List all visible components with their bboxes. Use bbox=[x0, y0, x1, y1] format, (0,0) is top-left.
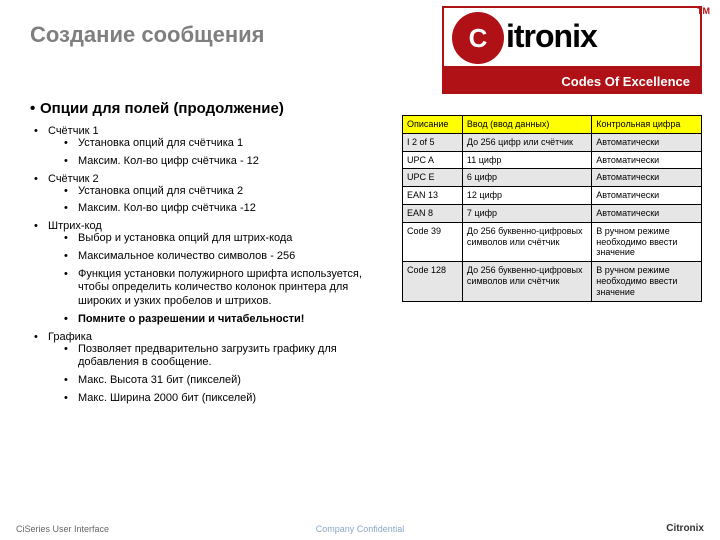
table-cell: UPC E bbox=[403, 169, 463, 187]
list-item: Графика Позволяет предварительно загрузи… bbox=[30, 331, 390, 406]
content-area: •Опции для полей (продолжение) Счётчик 1… bbox=[30, 100, 390, 410]
table-row: EAN 1312 цифрАвтоматически bbox=[403, 187, 702, 205]
logo-c-letter: C bbox=[469, 23, 488, 54]
table-cell: Автоматически bbox=[592, 187, 702, 205]
list-item: Макс. Ширина 2000 бит (пикселей) bbox=[48, 392, 390, 406]
table-row: Code 39До 256 буквенно-цифровых символов… bbox=[403, 222, 702, 261]
list-item: Штрих-код Выбор и установка опций для шт… bbox=[30, 220, 390, 327]
table-cell: В ручном режиме необходимо ввести значен… bbox=[592, 222, 702, 261]
table-cell: EAN 13 bbox=[403, 187, 463, 205]
table-cell: Автоматически bbox=[592, 169, 702, 187]
table-cell: 12 цифр bbox=[462, 187, 591, 205]
logo-tagline-bar: Codes Of Excellence bbox=[442, 68, 702, 94]
slide: Создание сообщения C itronix TM Codes Of… bbox=[0, 0, 720, 540]
table-row: Code 128До 256 буквенно-цифровых символо… bbox=[403, 262, 702, 301]
list-item: Установка опций для счётчика 2 bbox=[48, 185, 390, 199]
th-description: Описание bbox=[403, 116, 463, 134]
footer: CiSeries User Interface Company Confiden… bbox=[0, 518, 720, 534]
footer-center: Company Confidential bbox=[316, 524, 405, 534]
bullet-list: Счётчик 1 Установка опций для счётчика 1… bbox=[30, 125, 390, 406]
table-cell: В ручном режиме необходимо ввести значен… bbox=[592, 262, 702, 301]
table-cell: Code 39 bbox=[403, 222, 463, 261]
list-item: Установка опций для счётчика 1 bbox=[48, 137, 390, 151]
item-label: Счётчик 2 bbox=[48, 173, 99, 185]
footer-right: Citronix bbox=[666, 523, 704, 534]
list-item: Максимальное количество символов - 256 bbox=[48, 250, 390, 264]
table-cell: До 256 буквенно-цифровых символов или сч… bbox=[462, 222, 591, 261]
logo-top: C itronix TM bbox=[442, 6, 702, 68]
table-row: EAN 87 цифрАвтоматически bbox=[403, 204, 702, 222]
table-row: UPC E6 цифрАвтоматически bbox=[403, 169, 702, 187]
table-cell: До 256 буквенно-цифровых символов или сч… bbox=[462, 262, 591, 301]
table-cell: 7 цифр bbox=[462, 204, 591, 222]
th-input: Ввод (ввод данных) bbox=[462, 116, 591, 134]
table-header-row: Описание Ввод (ввод данных) Контрольная … bbox=[403, 116, 702, 134]
item-label: Штрих-код bbox=[48, 220, 102, 232]
footer-left: CiSeries User Interface bbox=[16, 524, 109, 534]
table-cell: UPC A bbox=[403, 151, 463, 169]
table-cell: 6 цифр bbox=[462, 169, 591, 187]
table-cell: 11 цифр bbox=[462, 151, 591, 169]
table-cell: Code 128 bbox=[403, 262, 463, 301]
logo-text: itronix bbox=[506, 18, 597, 55]
list-item: Функция установки полужирного шрифта исп… bbox=[48, 268, 390, 309]
barcode-table-wrap: Описание Ввод (ввод данных) Контрольная … bbox=[402, 115, 702, 302]
list-item: Максим. Кол-во цифр счётчика - 12 bbox=[48, 155, 390, 169]
table-cell: Автоматически bbox=[592, 151, 702, 169]
logo-tagline: Codes Of Excellence bbox=[561, 74, 690, 89]
logo-tm: TM bbox=[697, 6, 710, 16]
table-row: I 2 of 5До 256 цифр или счётчикАвтоматич… bbox=[403, 133, 702, 151]
list-item: Максим. Кол-во цифр счётчика -12 bbox=[48, 202, 390, 216]
table-row: UPC A11 цифрАвтоматически bbox=[403, 151, 702, 169]
item-label: Графика bbox=[48, 331, 92, 343]
list-item: Счётчик 2 Установка опций для счётчика 2… bbox=[30, 173, 390, 217]
brand-logo: C itronix TM Codes Of Excellence bbox=[442, 6, 702, 96]
list-item: Выбор и установка опций для штрих-кода bbox=[48, 232, 390, 246]
table-cell: Автоматически bbox=[592, 133, 702, 151]
content-heading: •Опции для полей (продолжение) bbox=[30, 100, 390, 117]
table-cell: EAN 8 bbox=[403, 204, 463, 222]
heading-text: Опции для полей (продолжение) bbox=[40, 100, 284, 117]
page-title: Создание сообщения bbox=[30, 22, 264, 48]
list-item: Счётчик 1 Установка опций для счётчика 1… bbox=[30, 125, 390, 169]
barcode-table: Описание Ввод (ввод данных) Контрольная … bbox=[402, 115, 702, 302]
logo-c-icon: C bbox=[452, 12, 504, 64]
list-item: Позволяет предварительно загрузить графи… bbox=[48, 343, 390, 371]
th-check: Контрольная цифра bbox=[592, 116, 702, 134]
table-cell: Автоматически bbox=[592, 204, 702, 222]
list-item: Макс. Высота 31 бит (пикселей) bbox=[48, 374, 390, 388]
table-cell: До 256 цифр или счётчик bbox=[462, 133, 591, 151]
table-cell: I 2 of 5 bbox=[403, 133, 463, 151]
item-label: Счётчик 1 bbox=[48, 125, 99, 137]
list-item: Помните о разрешении и читабельности! bbox=[48, 313, 390, 327]
